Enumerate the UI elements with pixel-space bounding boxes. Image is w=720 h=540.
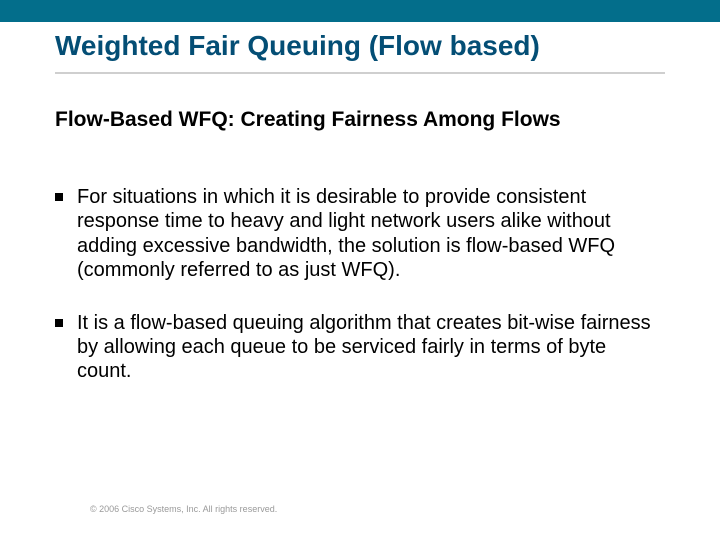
bullet-list: For situations in which it is desirable … bbox=[55, 185, 660, 412]
copyright-footer: © 2006 Cisco Systems, Inc. All rights re… bbox=[90, 504, 277, 514]
slide: Weighted Fair Queuing (Flow based) Flow-… bbox=[0, 0, 720, 540]
top-bar bbox=[0, 0, 720, 22]
slide-title: Weighted Fair Queuing (Flow based) bbox=[55, 30, 680, 62]
slide-subtitle: Flow-Based WFQ: Creating Fairness Among … bbox=[55, 108, 660, 132]
bullet-item: For situations in which it is desirable … bbox=[55, 185, 660, 283]
title-underline bbox=[55, 72, 665, 74]
bullet-item: It is a flow-based queuing algorithm tha… bbox=[55, 311, 660, 384]
